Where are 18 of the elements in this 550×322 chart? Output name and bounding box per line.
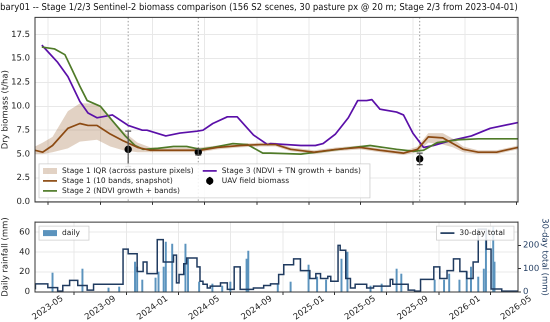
chart-title: bary01 -- Stage 1/2/3 Sentinel-2 biomass comparison (156 S2 scenes, 30 pasture px @ 20 m; Stage 2/3 from 2023-04-01) <box>0 2 518 14</box>
y-tick-label: 15.0 <box>11 54 30 64</box>
y-axis-title: Daily rainfall (mm) <box>0 217 10 297</box>
y-tick-label: 20 <box>19 267 30 278</box>
y-tick-label: 0.0 <box>16 197 30 208</box>
y-axis-title: Dry biomass (t/ha) <box>0 70 10 150</box>
y2-tick-label: 200 <box>523 240 540 251</box>
y-tick-label: 7.5 <box>16 125 30 136</box>
y-tick-label: 60 <box>19 227 30 238</box>
y-tick-label: 12.5 <box>11 78 30 88</box>
y-tick-label: 10.0 <box>11 102 30 112</box>
y-tick-label: 0 <box>24 287 30 298</box>
y-tick-label: 40 <box>19 247 30 258</box>
y2-tick-label: 100 <box>523 264 540 274</box>
y2-axis-title: 30-day total (mm) <box>540 218 550 296</box>
y-tick-label: 2.5 <box>16 173 30 184</box>
y-tick-label: 5.0 <box>16 149 30 160</box>
y-tick-label: 17.5 <box>11 30 30 40</box>
